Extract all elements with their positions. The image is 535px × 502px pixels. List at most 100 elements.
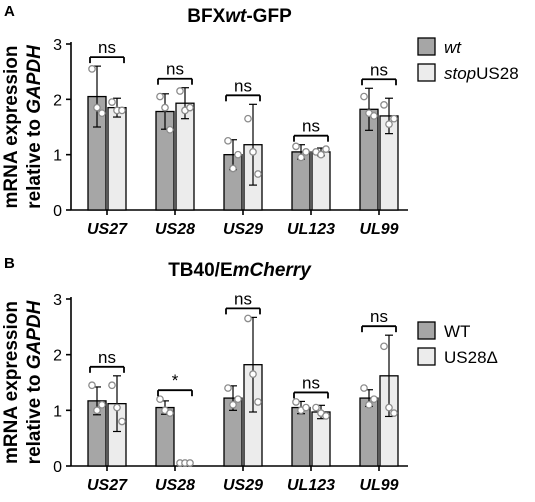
data-point xyxy=(224,384,232,392)
legend-label-series2: US28Δ xyxy=(444,348,498,367)
data-point xyxy=(88,381,96,390)
y-axis-label-line2: relative to GAPDH xyxy=(24,44,45,209)
data-point xyxy=(302,403,310,412)
data-point xyxy=(385,120,393,129)
x-tick-label: UL99 xyxy=(359,477,398,494)
y-axis-label-line2-part: GAPDH xyxy=(24,44,45,114)
y-tick-label: 2 xyxy=(53,348,62,365)
data-point xyxy=(365,400,373,409)
data-point xyxy=(229,164,237,173)
x-tick-label: US29 xyxy=(223,221,263,238)
data-point xyxy=(108,98,116,106)
significance-label: * xyxy=(172,371,179,390)
legend-swatch-series1 xyxy=(417,37,436,56)
bar-UL123-series1 xyxy=(291,406,311,467)
data-point xyxy=(244,314,252,323)
data-point xyxy=(244,114,252,123)
data-point xyxy=(161,103,169,112)
x-tick-label: US28 xyxy=(155,477,195,494)
y-tick-label: 0 xyxy=(53,459,62,476)
data-point xyxy=(322,412,330,420)
y-tick-label: 1 xyxy=(53,403,62,420)
y-axis-label-line1: mRNA expression xyxy=(1,46,22,209)
data-point xyxy=(234,395,242,404)
data-point xyxy=(317,150,325,159)
data-point xyxy=(292,398,300,406)
legend-label-series1: WT xyxy=(444,322,470,341)
x-tick-label: US29 xyxy=(223,477,263,494)
legend-label-series1-part: WT xyxy=(444,322,470,341)
y-tick-label: 0 xyxy=(53,203,62,220)
bar-US27-series2 xyxy=(107,106,127,211)
data-point xyxy=(98,400,106,409)
data-point xyxy=(93,103,101,112)
y-tick-label: 3 xyxy=(53,292,62,309)
legend-swatch-series2 xyxy=(417,347,436,366)
y-tick-label: 3 xyxy=(53,37,62,54)
y-axis-label-line2: relative to GAPDH xyxy=(24,299,45,464)
data-point xyxy=(166,125,174,134)
data-point xyxy=(229,400,237,409)
data-point xyxy=(254,398,262,406)
significance-label: ns xyxy=(234,289,252,308)
data-point xyxy=(234,150,242,159)
data-point xyxy=(360,92,368,101)
data-point xyxy=(380,342,388,351)
chart-title-part: wt xyxy=(225,6,247,27)
data-point xyxy=(360,384,368,392)
x-tick-label: UL123 xyxy=(287,221,335,238)
data-point xyxy=(312,403,320,412)
legend-label-series2-part: stop xyxy=(444,64,476,83)
chart-title-part: BFX xyxy=(187,6,225,27)
legend-swatch-series1 xyxy=(417,321,436,340)
data-point xyxy=(186,459,194,467)
chart-title-part: mCherry xyxy=(233,260,313,281)
data-point xyxy=(390,409,398,417)
data-point xyxy=(297,153,305,162)
y-axis-label-line2-part: relative to xyxy=(24,114,45,209)
significance-label: ns xyxy=(370,60,388,79)
significance-label: ns xyxy=(302,117,320,136)
y-tick-label: 2 xyxy=(53,92,62,109)
data-point xyxy=(370,112,378,120)
legend-label-series2-part: US28 xyxy=(476,64,519,83)
data-point xyxy=(390,114,398,123)
legend-label-series1: wt xyxy=(444,38,462,57)
data-point xyxy=(93,406,101,415)
data-point xyxy=(108,381,116,390)
data-point xyxy=(113,403,121,412)
data-point xyxy=(166,409,174,417)
significance-label: ns xyxy=(302,373,320,392)
x-tick-label: US27 xyxy=(87,477,128,494)
x-tick-label: US28 xyxy=(155,221,195,238)
data-point xyxy=(118,417,126,426)
legend-label-series2: stopUS28 xyxy=(444,64,519,83)
x-tick-label: US27 xyxy=(87,221,128,238)
data-point xyxy=(254,170,262,178)
data-point xyxy=(302,148,310,156)
panel-label: A xyxy=(4,3,15,20)
data-point xyxy=(156,395,164,404)
significance-label: ns xyxy=(166,60,184,79)
bar-UL123-series2 xyxy=(311,411,331,467)
bar-UL123-series2 xyxy=(311,151,331,211)
data-point xyxy=(98,109,106,118)
chart-title: TB40/EmCherry xyxy=(168,260,312,281)
x-tick-label: UL123 xyxy=(287,477,335,494)
legend-label-series2-part: US28Δ xyxy=(444,348,498,367)
data-point xyxy=(322,145,330,153)
y-tick-label: 1 xyxy=(53,148,62,165)
data-point xyxy=(156,92,164,101)
chart-title-part: -GFP xyxy=(246,6,292,27)
y-axis-label-line2-part: GAPDH xyxy=(24,299,45,369)
panel-label: B xyxy=(4,255,15,272)
data-point xyxy=(249,148,257,156)
data-point xyxy=(380,101,388,109)
data-point xyxy=(224,136,232,145)
data-point xyxy=(176,87,184,95)
significance-label: ns xyxy=(98,38,116,57)
data-point xyxy=(88,65,96,73)
data-point xyxy=(186,103,194,112)
